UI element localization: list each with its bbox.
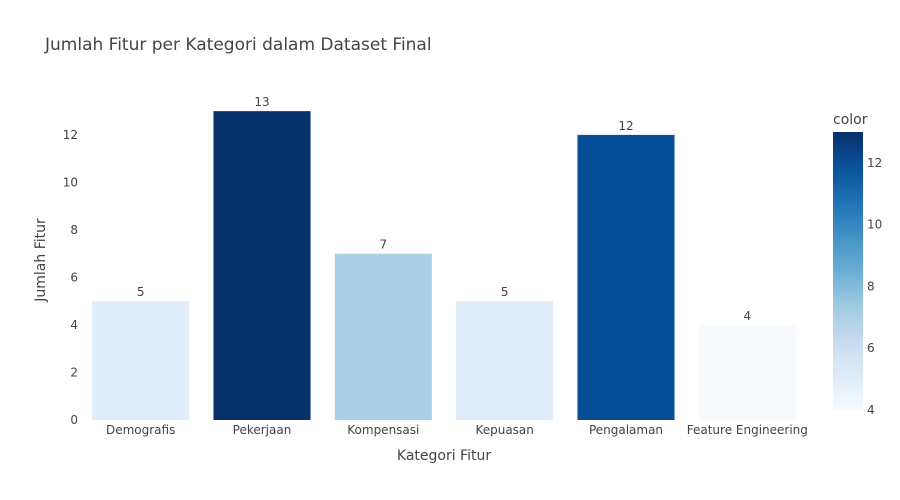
chart-title: Jumlah Fitur per Kategori dalam Dataset … <box>44 35 432 55</box>
bar-value-label: 5 <box>501 285 509 299</box>
x-axis-ticks: Demografis Pekerjaan Kompensasi Kepuasan Pen… <box>106 423 808 437</box>
colorbar: color 4 6 8 10 12 <box>833 112 882 417</box>
x-axis-title: Kategori Fitur <box>397 448 491 464</box>
y-tick-label: 10 <box>63 175 78 189</box>
bar <box>334 253 432 420</box>
x-tick-label: Feature Engineering <box>687 423 808 437</box>
bar-value-label: 5 <box>137 285 145 299</box>
y-tick-label: 6 <box>70 270 78 284</box>
colorbar-gradient <box>833 132 863 410</box>
colorbar-tick-label: 6 <box>867 341 875 355</box>
y-axis-title: Jumlah Fitur <box>33 218 49 303</box>
y-tick-label: 2 <box>70 365 78 379</box>
bars <box>92 111 796 420</box>
colorbar-ticks: 4 6 8 10 12 <box>867 156 882 417</box>
colorbar-tick-label: 4 <box>867 403 875 417</box>
x-tick-label: Demografis <box>106 423 175 437</box>
bar <box>698 324 796 420</box>
y-tick-label: 0 <box>70 413 78 427</box>
y-tick-label: 4 <box>70 318 78 332</box>
bar <box>92 301 190 420</box>
colorbar-tick-label: 8 <box>867 279 875 293</box>
bar-value-label: 7 <box>380 238 388 252</box>
bar-value-label: 4 <box>744 309 752 323</box>
x-tick-label: Pekerjaan <box>233 423 292 437</box>
x-tick-label: Kompensasi <box>347 423 419 437</box>
bar-value-label: 13 <box>254 95 269 109</box>
x-tick-label: Pengalaman <box>589 423 663 437</box>
colorbar-tick-label: 12 <box>867 156 882 170</box>
bar <box>213 111 311 420</box>
bar-data-labels: 5 13 7 5 12 4 <box>137 95 751 323</box>
bar-value-label: 12 <box>618 119 633 133</box>
bar <box>577 134 675 420</box>
bar <box>456 301 554 420</box>
y-tick-label: 12 <box>63 128 78 142</box>
colorbar-title: color <box>833 112 868 128</box>
y-axis-ticks: 0 2 4 6 8 10 12 <box>63 128 78 427</box>
x-tick-label: Kepuasan <box>475 423 533 437</box>
y-tick-label: 8 <box>70 223 78 237</box>
colorbar-tick-label: 10 <box>867 218 882 232</box>
